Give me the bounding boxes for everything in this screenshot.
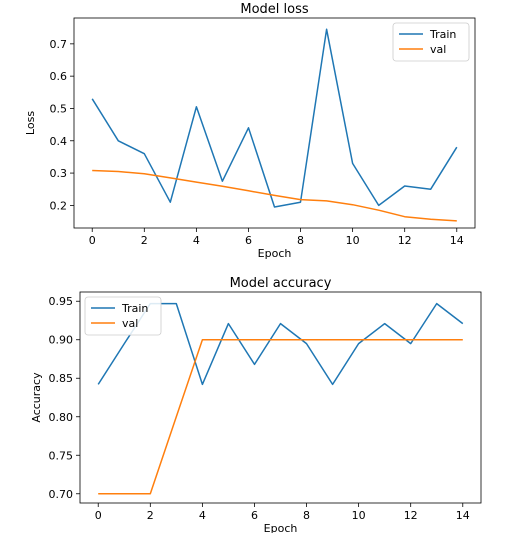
legend: Train val (84, 296, 162, 336)
x-tick-label: 10 (352, 509, 366, 522)
y-tick-label: 0.2 (50, 199, 68, 212)
series-line-val (92, 169, 457, 222)
y-tick-label: 0.5 (50, 102, 68, 115)
legend-label-train: Train (429, 28, 456, 41)
legend-label-train: Train (121, 302, 148, 315)
x-axis-label: Epoch (258, 247, 292, 260)
y-tick-label: 0.95 (49, 295, 74, 308)
x-tick-label: 4 (199, 509, 206, 522)
x-tick-label: 0 (89, 234, 96, 247)
x-tick-label: 0 (95, 509, 102, 522)
y-axis-label: Accuracy (30, 372, 43, 423)
y-tick-label: 0.80 (49, 411, 74, 424)
legend: Train val (392, 22, 470, 62)
y-tick-label: 0.70 (49, 488, 74, 501)
legend-box (84, 296, 162, 336)
y-tick-label: 0.90 (49, 334, 74, 347)
x-tick-label: 2 (147, 509, 154, 522)
y-axis-label: Loss (24, 111, 37, 135)
plot-frame (79, 291, 482, 504)
legend-box (392, 22, 470, 62)
x-tick-label: 6 (245, 234, 252, 247)
chart-1: Model loss 0 2 4 6 8 10 12 14 0.2 0.3 0.4 0.5 0.6 0.7 E… (24, 2, 476, 260)
x-tick-label: 14 (450, 234, 464, 247)
x-tick-label: 8 (303, 509, 310, 522)
y-tick-label: 0.85 (49, 372, 74, 385)
x-tick-label: 12 (404, 509, 418, 522)
chart-title: Model loss (240, 2, 309, 17)
y-tick-label: 0.6 (50, 70, 68, 83)
series-line-train (91, 28, 458, 208)
x-tick-label: 2 (141, 234, 148, 247)
y-tick-label: 0.3 (50, 167, 68, 180)
y-tick-label: 0.75 (49, 449, 74, 462)
x-tick-label: 10 (346, 234, 360, 247)
series-line-val (98, 338, 463, 495)
legend-label-val: val (430, 43, 446, 56)
x-tick-label: 14 (456, 509, 470, 522)
x-tick-label: 8 (297, 234, 304, 247)
plot-frame (73, 17, 476, 229)
y-tick-label: 0.4 (50, 135, 68, 148)
x-tick-label: 4 (193, 234, 200, 247)
legend-label-val: val (122, 317, 138, 330)
y-tick-label: 0.7 (50, 38, 68, 51)
x-tick-label: 12 (398, 234, 412, 247)
x-tick-label: 6 (251, 509, 258, 522)
chart-title: Model accuracy (230, 276, 332, 291)
x-axis-label: Epoch (264, 522, 298, 533)
chart-2: Model accuracy 0 2 4 6 8 10 12 14 0.70 0.75 0.80 0.8… (30, 276, 482, 533)
